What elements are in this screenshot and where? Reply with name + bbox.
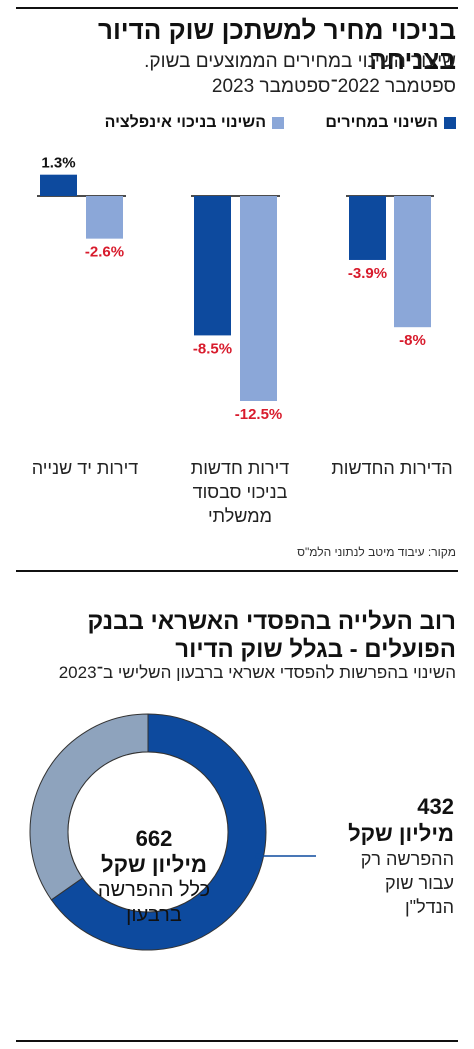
value-label-s0-c2: 1.3% bbox=[41, 155, 75, 172]
category-label-secondhand-line-1: דירות יד שנייה bbox=[31, 458, 139, 478]
donut-total-value: 662 bbox=[135, 826, 173, 851]
legend-swatch-light bbox=[272, 117, 284, 129]
bar-s0-c1 bbox=[194, 196, 231, 336]
chart1-title: בניכוי מחיר למשתכן שוק הדיור בצניחה bbox=[97, 15, 456, 75]
category-label-secondhand: דירות יד שנייה bbox=[15, 456, 155, 480]
bottom-rule bbox=[16, 1040, 458, 1042]
donut-center-label: 662 מיליון שקל כלל ההפרשה ברבעון bbox=[70, 826, 238, 928]
slice-unit: מיליון שקל bbox=[348, 821, 454, 846]
mid-rule bbox=[16, 570, 458, 572]
chart1-subtitle: שיעור השינוי במחירים הממוצעים בשוק. ספטמ… bbox=[16, 49, 456, 99]
slice-text: ההפרשה רק עבור שוק הנדל"ן bbox=[360, 849, 454, 917]
donut-hole bbox=[67, 751, 229, 913]
legend-item-inflation: השינוי בניכוי אינפלציה bbox=[105, 114, 284, 132]
source-note: מקור: עיבוד מיטב לנתוני הלמ"ס bbox=[297, 545, 456, 559]
category-label-new: הדירות החדשות bbox=[322, 456, 462, 480]
chart1-subtitle-line-2: ספטמבר 2022־ספטמבר 2023 bbox=[211, 76, 456, 97]
legend-label-prices: השינוי במחירים bbox=[325, 114, 438, 131]
bar-s0-c0 bbox=[349, 196, 386, 260]
legend-swatch-dark bbox=[444, 117, 456, 129]
value-label-s1-c1: -12.5% bbox=[235, 406, 283, 423]
donut-total-text: כלל ההפרשה ברבעון bbox=[97, 879, 211, 926]
value-label-s1-c2: -2.6% bbox=[85, 244, 124, 261]
chart2-title: רוב העלייה בהפסדי האשראי בבנק הפועלים - … bbox=[87, 608, 456, 663]
value-label-s0-c1: -8.5% bbox=[193, 340, 232, 357]
chart1-subtitle-line-1: שיעור השינוי במחירים הממוצעים בשוק. bbox=[144, 51, 456, 72]
category-label-new-subsidy-line-2: בניכוי סבסוד bbox=[192, 482, 288, 502]
bar-chart: -3.9% -8.5% 1.3% -8% -12.5% -2.6% bbox=[37, 155, 434, 423]
top-rule bbox=[16, 7, 458, 9]
donut-total-unit: מיליון שקל bbox=[101, 852, 207, 877]
bar-s1-c2 bbox=[86, 196, 123, 239]
donut-chart bbox=[29, 713, 267, 951]
category-label-new-subsidy: דירות חדשות בניכוי סבסוד ממשלתי bbox=[170, 456, 310, 528]
bar-s0-c2 bbox=[40, 174, 77, 196]
legend-item-prices: השינוי במחירים bbox=[325, 114, 456, 132]
donut-slice-annotation: 432 מיליון שקל ההפרשה רק עבור שוק הנדל"ן bbox=[314, 794, 454, 919]
slice-value: 432 bbox=[417, 794, 454, 819]
bar-s1-c0 bbox=[394, 196, 431, 328]
category-label-new-subsidy-line-1: דירות חדשות bbox=[190, 458, 290, 478]
value-label-s0-c0: -3.9% bbox=[348, 265, 387, 282]
category-label-new-line-1: הדירות החדשות bbox=[331, 458, 453, 478]
bar-s1-c1 bbox=[240, 196, 277, 401]
value-label-s1-c0: -8% bbox=[399, 332, 426, 349]
legend-label-inflation: השינוי בניכוי אינפלציה bbox=[104, 114, 266, 131]
category-label-new-subsidy-line-3: ממשלתי bbox=[208, 506, 272, 526]
chart2-subtitle: השינוי בהפרשות להפסדי אשראי ברבעון השליש… bbox=[58, 663, 456, 682]
